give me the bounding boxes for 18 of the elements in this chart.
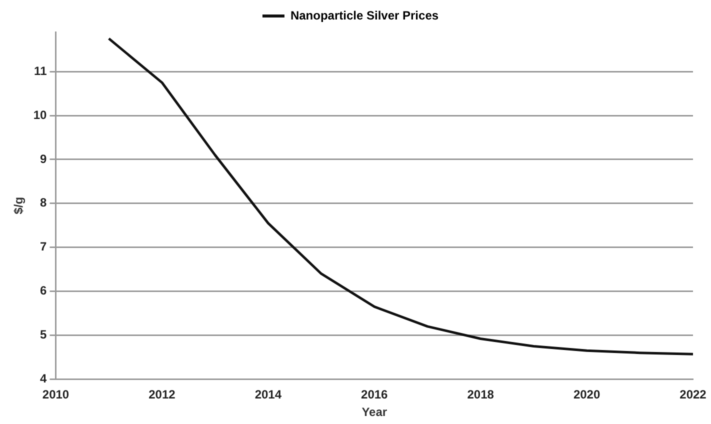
y-tick-label: 10 (33, 108, 48, 122)
y-tick-label: 5 (40, 328, 48, 342)
y-axis-title: $/g (12, 196, 26, 214)
legend-label: Nanoparticle Silver Prices (290, 8, 439, 22)
x-tick-label: 2012 (148, 388, 176, 402)
y-tick-label: 4 (40, 372, 48, 386)
x-tick-label: 2014 (254, 388, 282, 402)
x-tick-label: 2016 (361, 388, 388, 402)
x-tick-label: 2010 (42, 388, 70, 402)
y-tick-label: 11 (34, 64, 48, 78)
x-tick-label: 2020 (573, 388, 600, 402)
y-tick-label: 6 (40, 284, 48, 298)
x-tick-label: 2018 (467, 388, 494, 402)
x-tick-label: 2022 (680, 388, 707, 402)
y-tick-label: 9 (40, 152, 48, 166)
x-axis-title: Year (362, 405, 388, 420)
y-tick-label: 7 (40, 240, 48, 254)
y-tick-label: 8 (40, 196, 48, 210)
